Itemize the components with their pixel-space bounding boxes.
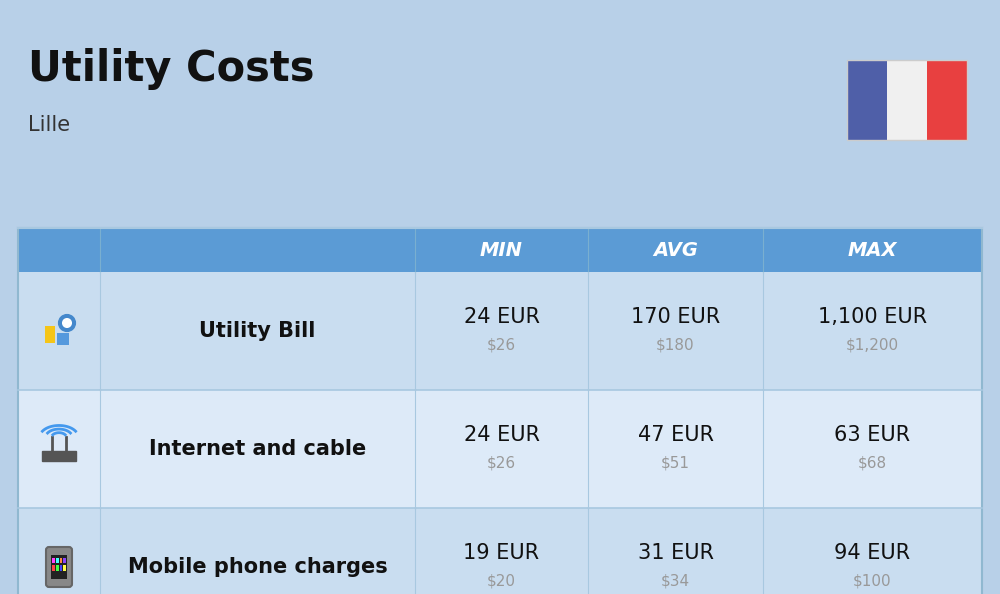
Circle shape [59,315,75,331]
Text: Utility Bill: Utility Bill [199,321,316,341]
FancyBboxPatch shape [46,547,72,587]
Bar [18,228,982,594]
Text: $51: $51 [661,456,690,470]
Text: Lille: Lille [28,115,70,135]
Bar [18,272,982,390]
Bar [51,555,67,579]
Text: $100: $100 [853,573,892,589]
Text: 1,100 EUR: 1,100 EUR [818,307,927,327]
Bar [52,558,55,563]
Text: 24 EUR: 24 EUR [464,425,540,445]
Text: 94 EUR: 94 EUR [834,543,911,563]
Text: MIN: MIN [480,241,523,260]
Circle shape [63,318,71,327]
Bar [42,451,76,461]
Text: $26: $26 [487,456,516,470]
Text: Internet and cable: Internet and cable [149,439,366,459]
Text: 24 EUR: 24 EUR [464,307,540,327]
Text: AVG: AVG [653,241,698,260]
Text: $20: $20 [487,573,516,589]
Bar [63,565,66,571]
Bar [927,60,967,140]
Text: Mobile phone charges: Mobile phone charges [128,557,387,577]
Text: $34: $34 [661,573,690,589]
Text: $1,200: $1,200 [846,337,899,352]
Text: $26: $26 [487,337,516,352]
Text: Utility Costs: Utility Costs [28,48,314,90]
Bar [60,558,62,563]
Bar [60,565,62,571]
Bar [56,558,59,563]
Text: MAX: MAX [848,241,897,260]
Bar [18,390,982,508]
Bar [847,60,887,140]
Text: 170 EUR: 170 EUR [631,307,720,327]
Text: 19 EUR: 19 EUR [463,543,540,563]
Bar [847,60,967,140]
Text: 63 EUR: 63 EUR [834,425,911,445]
Bar [57,333,69,345]
Text: 47 EUR: 47 EUR [638,425,714,445]
Bar [18,228,982,272]
Bar [887,60,927,140]
Bar [52,565,55,571]
Text: 31 EUR: 31 EUR [638,543,714,563]
Bar [56,565,59,571]
Bar [45,326,55,343]
Text: $68: $68 [858,456,887,470]
Bar [18,508,982,594]
Text: $180: $180 [656,337,695,352]
Bar [63,558,66,563]
